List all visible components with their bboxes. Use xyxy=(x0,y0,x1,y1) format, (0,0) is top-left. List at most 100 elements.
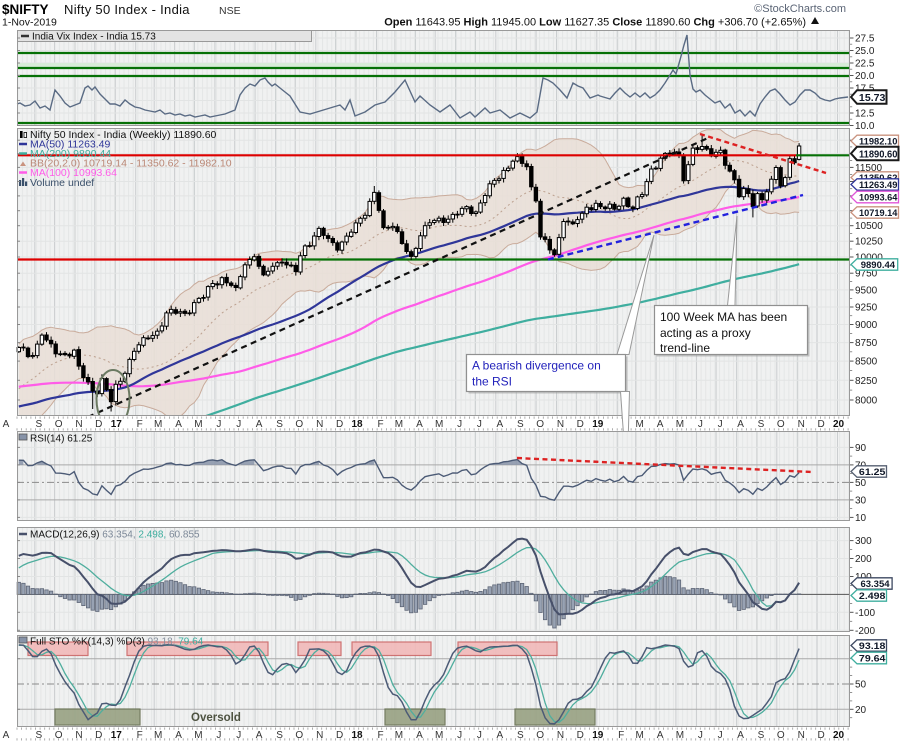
svg-text:A: A xyxy=(256,419,263,430)
svg-text:A: A xyxy=(3,419,10,430)
svg-text:N: N xyxy=(75,730,82,741)
svg-text:61.25: 61.25 xyxy=(859,467,886,478)
svg-text:30: 30 xyxy=(855,495,867,506)
svg-text:50: 50 xyxy=(855,680,867,691)
svg-text:11500: 11500 xyxy=(855,163,883,174)
svg-text:O: O xyxy=(777,730,785,741)
svg-text:50: 50 xyxy=(855,478,867,489)
svg-text:trend-line: trend-line xyxy=(660,341,710,355)
svg-text:18: 18 xyxy=(351,730,363,741)
svg-text:D: D xyxy=(817,730,824,741)
svg-text:N: N xyxy=(798,419,805,430)
svg-text:O: O xyxy=(536,730,544,741)
svg-text:J: J xyxy=(457,419,462,430)
svg-text:J: J xyxy=(477,419,482,430)
svg-text:M: M xyxy=(636,419,644,430)
svg-text:S: S xyxy=(517,730,524,741)
svg-text:BB(20,2.0) 10719.14 - 11350.62: BB(20,2.0) 10719.14 - 11350.62 - 11982.1… xyxy=(30,158,232,170)
svg-text:63.354: 63.354 xyxy=(860,579,890,590)
svg-text:J: J xyxy=(718,419,723,430)
svg-text:8250: 8250 xyxy=(855,376,878,387)
svg-text:Full STO %K(14,3) %D(3) 93.18,: Full STO %K(14,3) %D(3) 93.18, 79.64 xyxy=(30,637,204,648)
svg-text:MACD(12,26,9) 63.354, 2.498, 6: MACD(12,26,9) 63.354, 2.498, 60.855 xyxy=(30,530,200,541)
svg-text:17: 17 xyxy=(111,419,123,430)
svg-text:M: M xyxy=(435,419,443,430)
svg-text:9500: 9500 xyxy=(855,285,878,296)
svg-text:-100: -100 xyxy=(855,608,875,619)
svg-text:M: M xyxy=(395,730,403,741)
svg-text:S: S xyxy=(758,419,765,430)
svg-text:10993.64: 10993.64 xyxy=(859,192,898,203)
svg-text:17: 17 xyxy=(111,730,123,741)
svg-text:J: J xyxy=(477,730,482,741)
svg-text:D: D xyxy=(336,730,343,741)
svg-text:J: J xyxy=(236,730,241,741)
svg-text:9000: 9000 xyxy=(855,320,878,331)
svg-text:N: N xyxy=(75,419,82,430)
svg-text:20: 20 xyxy=(833,730,845,741)
svg-text:O: O xyxy=(295,730,303,741)
svg-text:J: J xyxy=(698,730,703,741)
svg-text:15.73: 15.73 xyxy=(859,92,886,104)
svg-text:A: A xyxy=(657,730,664,741)
svg-text:N: N xyxy=(316,419,323,430)
svg-text:Oversold: Oversold xyxy=(191,712,241,724)
svg-text:18: 18 xyxy=(351,419,363,430)
svg-text:M: M xyxy=(154,419,162,430)
svg-text:20: 20 xyxy=(855,705,867,716)
svg-text:A: A xyxy=(496,730,503,741)
svg-text:D: D xyxy=(336,419,343,430)
svg-text:9750: 9750 xyxy=(855,269,878,280)
svg-text:F: F xyxy=(618,730,624,741)
svg-text:O: O xyxy=(777,419,785,430)
svg-text:20.0: 20.0 xyxy=(855,71,875,82)
svg-text:F: F xyxy=(377,419,383,430)
svg-text:S: S xyxy=(276,730,283,741)
svg-text:Nifty 50 Index - India: Nifty 50 Index - India xyxy=(64,2,190,17)
svg-text:J: J xyxy=(457,730,462,741)
svg-text:O: O xyxy=(295,419,303,430)
svg-text:11890.60: 11890.60 xyxy=(859,148,898,160)
svg-text:25.0: 25.0 xyxy=(855,46,875,57)
svg-text:8500: 8500 xyxy=(855,357,878,368)
svg-text:8000: 8000 xyxy=(855,396,878,407)
svg-text:90: 90 xyxy=(855,443,867,454)
svg-text:D: D xyxy=(95,419,102,430)
svg-text:M: M xyxy=(194,730,202,741)
svg-text:A: A xyxy=(416,730,423,741)
svg-text:S: S xyxy=(35,419,42,430)
svg-text:-200: -200 xyxy=(855,626,875,637)
svg-text:19: 19 xyxy=(592,419,604,430)
svg-text:A: A xyxy=(657,419,664,430)
svg-text:100 Week MA has been: 100 Week MA has been xyxy=(660,310,787,324)
svg-text:Volume undef: Volume undef xyxy=(30,177,94,189)
svg-text:J: J xyxy=(216,730,221,741)
svg-text:S: S xyxy=(758,730,765,741)
svg-text:2.498: 2.498 xyxy=(859,591,886,602)
svg-text:F: F xyxy=(377,730,383,741)
svg-text:9250: 9250 xyxy=(855,303,878,314)
svg-text:NSE: NSE xyxy=(219,5,241,17)
svg-text:A: A xyxy=(3,730,10,741)
svg-text:11982.10: 11982.10 xyxy=(859,136,898,147)
svg-text:11263.49: 11263.49 xyxy=(859,180,898,191)
svg-text:12.5: 12.5 xyxy=(855,109,875,120)
svg-text:O: O xyxy=(55,419,63,430)
svg-text:A bearish divergence on: A bearish divergence on xyxy=(472,359,601,373)
svg-text:A: A xyxy=(496,419,503,430)
svg-text:A: A xyxy=(175,419,182,430)
svg-text:10250: 10250 xyxy=(855,237,883,248)
svg-text:O: O xyxy=(536,419,544,430)
svg-text:1-Nov-2019: 1-Nov-2019 xyxy=(2,17,57,29)
svg-text:$NIFTY: $NIFTY xyxy=(2,2,49,17)
svg-text:8750: 8750 xyxy=(855,338,878,349)
svg-text:N: N xyxy=(798,730,805,741)
svg-text:10.0: 10.0 xyxy=(855,121,875,132)
svg-text:10500: 10500 xyxy=(855,221,883,232)
svg-text:9890.44: 9890.44 xyxy=(861,260,896,271)
svg-text:F: F xyxy=(137,419,143,430)
svg-text:20: 20 xyxy=(833,419,845,430)
svg-text:J: J xyxy=(698,419,703,430)
svg-text:S: S xyxy=(517,419,524,430)
svg-text:A: A xyxy=(175,730,182,741)
